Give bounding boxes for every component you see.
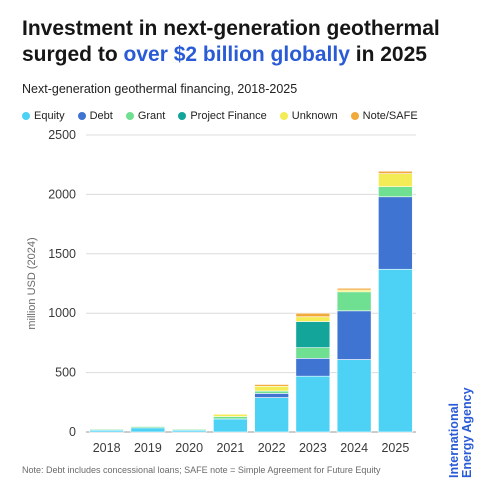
bar-segment-debt-2023 xyxy=(295,358,331,377)
y-tick-label: 0 xyxy=(69,425,76,439)
chart-legend: Equity Debt Grant Project Finance Unknown Not… xyxy=(22,110,418,122)
chart-subtitle: Next-generation geothermal financing, 20… xyxy=(22,82,298,96)
bar-segment-note-safe-2022 xyxy=(254,384,289,387)
bar-segment-unknown-2023 xyxy=(295,316,331,322)
footnote: Note: Debt includes concessional loans; … xyxy=(22,465,381,475)
bar-segment-equity-2023 xyxy=(295,375,331,433)
x-tick-label: 2023 xyxy=(299,441,327,455)
legend-label: Note/SAFE xyxy=(362,110,418,122)
legend-item-unknown: Unknown xyxy=(279,110,338,122)
legend-swatch xyxy=(350,112,359,120)
bar-segment-grant-2023 xyxy=(295,347,331,359)
x-tick-label: 2019 xyxy=(134,441,162,455)
y-axis-label: million USD (2024) xyxy=(26,237,38,329)
legend-swatch xyxy=(178,112,187,120)
y-tick-label: 2000 xyxy=(48,187,76,201)
legend-swatch xyxy=(125,112,134,120)
legend-label: Project Finance xyxy=(190,110,267,122)
x-tick-label: 2018 xyxy=(93,441,121,455)
bar-segment-grant-2024 xyxy=(336,291,372,312)
bar-segment-note-safe-2025 xyxy=(378,170,413,174)
bar-segment-grant-2025 xyxy=(378,186,413,198)
logo-line-2: Energy Agency xyxy=(460,387,474,478)
legend-swatch xyxy=(22,112,30,120)
legend-label: Unknown xyxy=(291,110,338,122)
bar-segment-project-finance-2023 xyxy=(295,321,331,348)
bar-segment-debt-2025 xyxy=(378,196,413,270)
x-tick-label: 2022 xyxy=(258,441,286,455)
y-tick-label: 2500 xyxy=(48,128,76,142)
bar-segment-unknown-2025 xyxy=(378,173,413,187)
legend-item-note-safe: Note/SAFE xyxy=(350,110,418,122)
bar-segment-debt-2022 xyxy=(254,393,289,398)
y-tick-label: 1500 xyxy=(48,247,76,261)
bar-segment-unknown-2021 xyxy=(213,413,248,417)
bar-segment-unknown-2019 xyxy=(130,425,166,427)
bar-segment-equity-2021 xyxy=(213,418,248,433)
legend-item-project-finance: Project Finance xyxy=(178,110,267,122)
title-part-2: in 2025 xyxy=(349,43,427,66)
legend-item-debt: Debt xyxy=(77,110,113,122)
x-tick-label: 2024 xyxy=(340,441,368,455)
legend-item-grant: Grant xyxy=(125,110,166,122)
bar-segment-grant-2021 xyxy=(213,416,248,420)
chart-title: Investment in next-generation geothermal… xyxy=(22,16,482,68)
legend-swatch xyxy=(77,112,86,120)
bar-segment-debt-2024 xyxy=(336,310,372,360)
y-tick-label: 500 xyxy=(55,366,76,380)
bar-segment-equity-2025 xyxy=(378,268,413,433)
bar-segment-equity-2024 xyxy=(336,359,372,433)
bar-segment-grant-2022 xyxy=(254,390,289,394)
title-highlight: over $2 billion globally xyxy=(123,43,350,66)
legend-item-equity: Equity xyxy=(22,110,65,122)
bar-segment-note-safe-2021 xyxy=(213,413,248,415)
bar-segment-note-safe-2023 xyxy=(295,312,331,318)
x-tick-label: 2020 xyxy=(175,441,203,455)
legend-label: Debt xyxy=(89,110,113,122)
bar-segment-equity-2022 xyxy=(254,397,289,433)
bar-segment-note-safe-2024 xyxy=(336,287,372,291)
y-tick-label: 1000 xyxy=(48,306,76,320)
legend-label: Equity xyxy=(34,110,65,122)
title-part-1: Investment in next-generation geothermal… xyxy=(22,17,440,66)
x-tick-label: 2021 xyxy=(216,441,244,455)
legend-swatch xyxy=(279,112,288,120)
bar-segment-equity-2019 xyxy=(130,427,166,433)
iea-logo: International Energy Agency xyxy=(447,387,474,478)
x-tick-label: 2025 xyxy=(381,441,409,455)
bar-segment-unknown-2022 xyxy=(254,385,289,392)
legend-label: Grant xyxy=(137,110,166,122)
